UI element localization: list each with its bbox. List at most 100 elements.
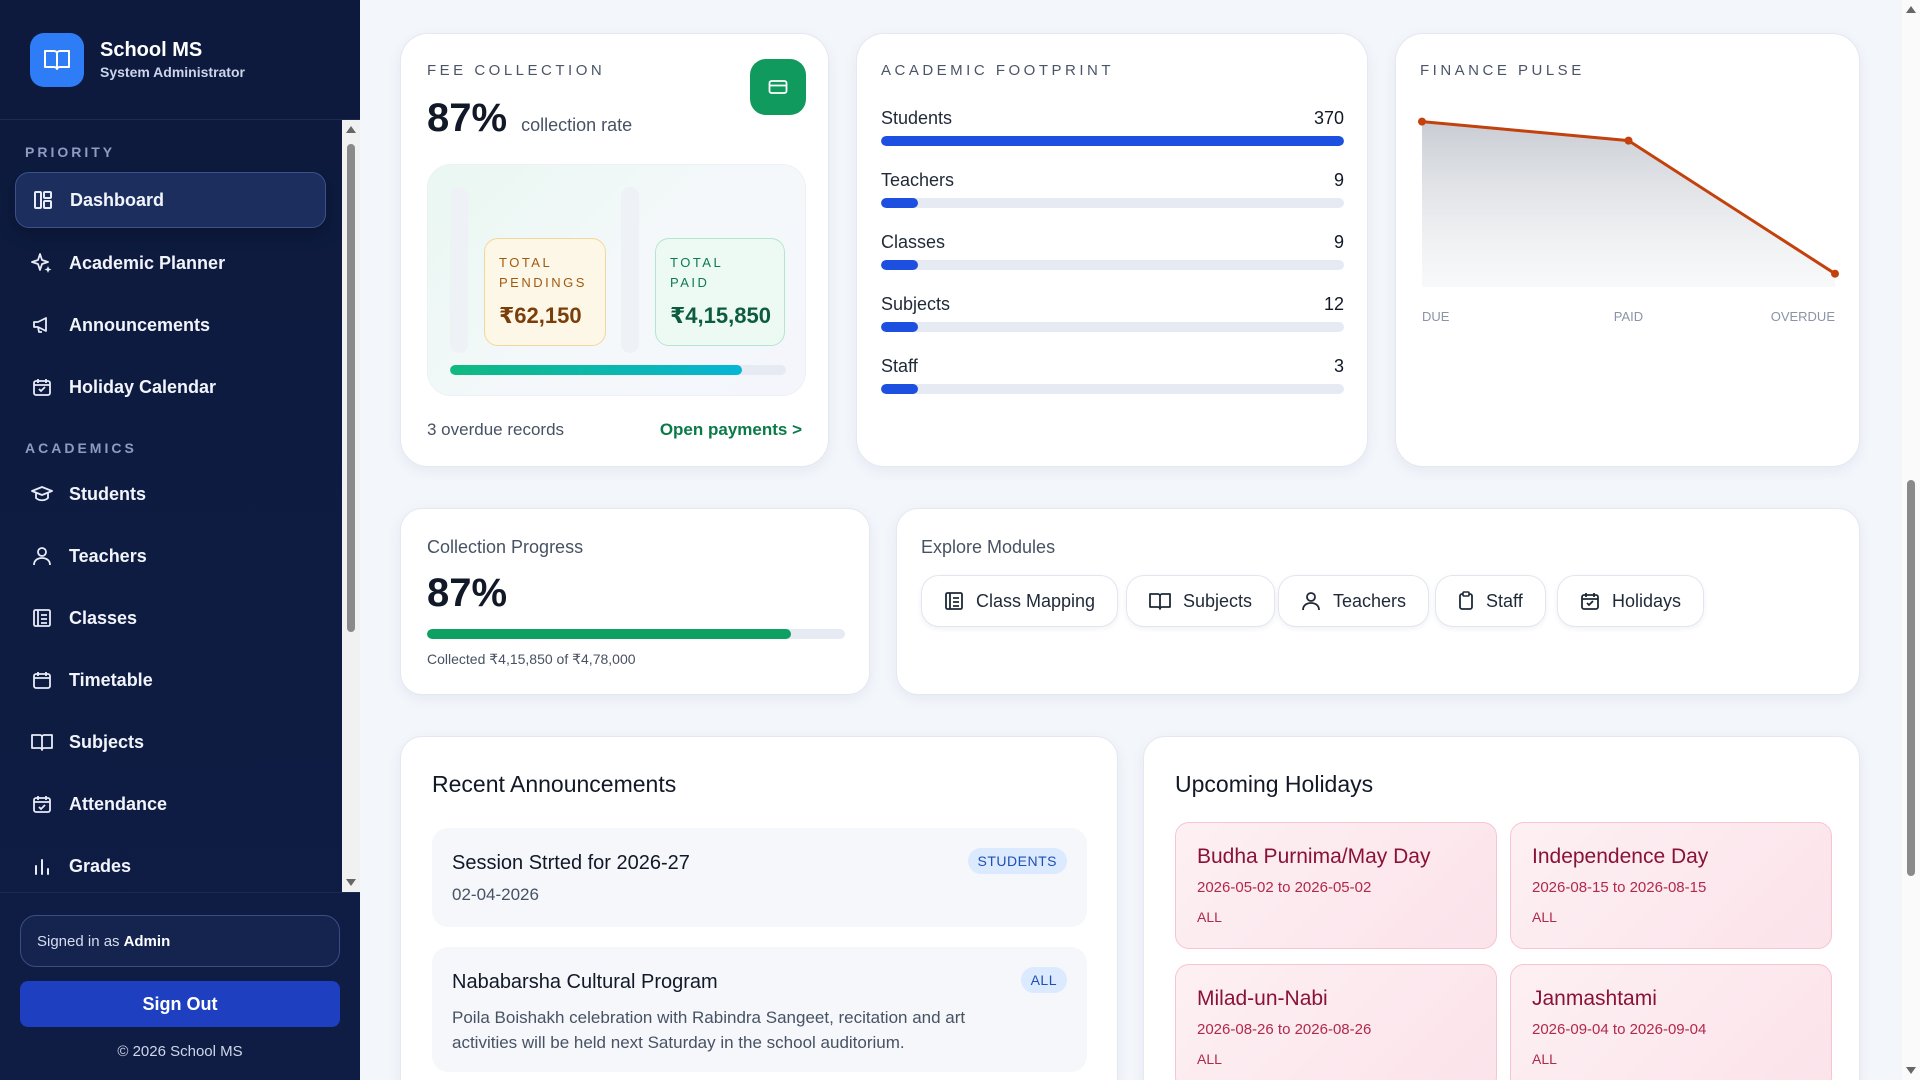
holidays-title: Upcoming Holidays [1175,771,1374,797]
fee-rate: 87% [427,96,508,140]
progress-title: Collection Progress [427,537,584,557]
footprint-row: Teachers 9 [881,170,1344,210]
sidebar-item-label: Attendance [69,793,168,814]
holiday-audience: ALL [1197,1051,1222,1067]
sidebar-item-grades[interactable]: Grades [15,838,326,892]
holiday-dates: 2026-05-02 to 2026-05-02 [1197,879,1372,896]
footprint-row: Classes 9 [881,232,1344,272]
sidebar-item-timetable[interactable]: Timetable [15,652,326,708]
announcement-body-line: activities will be held next Saturday in… [452,1033,905,1052]
sidebar-item-dashboard[interactable]: Dashboard [15,172,326,228]
signed-in-prefix: Signed in as [37,932,120,950]
holiday-item[interactable]: Budha Purnima/May Day 2026-05-02 to 2026… [1175,822,1497,949]
sign-out-button[interactable]: Sign Out [20,981,340,1027]
open-payments-link[interactable]: Open payments > [659,420,802,439]
decorative-bar [450,187,468,353]
fee-rate-row: 87% collection rate [427,96,632,141]
fee-rate-caption: collection rate [521,115,633,135]
announcement-title: Session Strted for 2026-27 [452,852,690,874]
pulse-point [1831,269,1839,278]
module-subjects-button[interactable]: Subjects [1126,575,1276,627]
holiday-audience: ALL [1532,1051,1557,1067]
sidebar-item-label: Students [69,483,147,504]
nav-section-priority: PRIORITY [25,144,116,160]
footprint-bar [881,260,1344,270]
graduation-cap-icon [31,483,53,505]
sidebar-item-attendance[interactable]: Attendance [15,776,326,832]
sidebar-item-announcements[interactable]: Announcements [15,297,326,353]
sidebar-scrollbar-thumb[interactable] [347,144,355,632]
module-teachers-button[interactable]: Teachers [1278,575,1430,627]
footprint-label: Staff [881,356,918,376]
pulse-point [1418,117,1426,126]
calendar-icon [1580,591,1600,611]
holiday-item[interactable]: Independence Day 2026-08-15 to 2026-08-1… [1510,822,1832,949]
sidebar-item-academic-planner[interactable]: Academic Planner [15,235,326,291]
sidebar-scrollbar[interactable] [342,120,360,892]
main-scrollbar[interactable] [1902,0,1920,1080]
nav-section-academics: ACADEMICS [25,440,137,456]
module-label: Class Mapping [976,590,1096,611]
sidebar-item-subjects[interactable]: Subjects [15,714,326,770]
sparkle-icon [31,252,53,274]
module-label: Staff [1486,590,1523,611]
fee-progress-fill [450,365,743,375]
pulse-tick-label: OVERDUE [1771,309,1836,324]
holiday-item[interactable]: Milad-un-Nabi 2026-08-26 to 2026-08-26 A… [1175,964,1497,1080]
module-class-mapping-button[interactable]: Class Mapping [921,575,1119,627]
megaphone-icon [31,314,53,336]
pulse-point [1624,136,1633,145]
calendar-icon [31,669,53,691]
calendar-icon [31,376,53,398]
sidebar-item-holiday-calendar[interactable]: Holiday Calendar [15,359,326,415]
sidebar-item-classes[interactable]: Classes [15,590,326,646]
pulse-tick-label: DUE [1422,309,1450,324]
sidebar-item-label: Subjects [69,731,145,752]
footprint-label: Subjects [881,294,951,314]
scroll-down-icon[interactable] [1906,1067,1916,1074]
holiday-dates: 2026-08-26 to 2026-08-26 [1197,1021,1372,1038]
collection-progress-bar [427,629,845,639]
sidebar: School MS System Administrator PRIORITY … [0,0,360,1080]
sidebar-item-label: Academic Planner [69,252,226,273]
announcements-title: Recent Announcements [432,771,677,797]
dashboard-icon [32,189,54,211]
fee-summary-panel: TOTAL PENDINGS ₹62,150 TOTAL PAID ₹4,15,… [427,164,806,396]
main-scrollbar-thumb[interactable] [1907,480,1915,876]
announcement-item[interactable]: Session Strted for 2026-27 02-04-2026 ST… [432,828,1087,927]
footprint-value: 9 [1333,232,1344,252]
clipboard-icon [1458,591,1474,611]
sidebar-item-students[interactable]: Students [15,466,326,522]
finance-pulse-card: FINANCE PULSE DUE PAID OVERDUE [1395,33,1860,467]
recent-announcements-card: Recent Announcements Session Strted for … [400,736,1118,1080]
scroll-up-icon[interactable] [1906,6,1916,13]
announcement-item[interactable]: Nababarsha Cultural Program Poila Boisha… [432,947,1087,1072]
scroll-up-icon[interactable] [346,126,356,133]
module-staff-button[interactable]: Staff [1435,575,1546,627]
holiday-title: Independence Day [1532,845,1709,868]
finance-pulse-chart: DUE PAID OVERDUE [1418,117,1839,324]
wallet-icon [750,59,806,115]
book-icon [30,32,84,87]
copyright: © 2026 School MS [117,1043,243,1060]
footprint-value: 12 [1323,294,1344,314]
paid-label-line: PAID [670,275,710,290]
module-label: Subjects [1183,590,1253,611]
module-holidays-button[interactable]: Holidays [1557,575,1705,627]
academic-footprint-card: ACADEMIC FOOTPRINT Students 370 Teachers 9 C… [856,33,1368,467]
announcement-date: 02-04-2026 [452,885,539,904]
footprint-row: Staff 3 [881,356,1344,396]
holiday-dates: 2026-09-04 to 2026-09-04 [1532,1021,1707,1038]
holiday-item[interactable]: Janmashtami 2026-09-04 to 2026-09-04 ALL [1510,964,1832,1080]
footprint-row: Subjects 12 [881,294,1344,334]
list-icon [31,607,53,629]
table-icon [944,591,964,611]
footprint-row: Students 370 [881,108,1344,148]
footprint-bar [881,198,1344,208]
pendings-label-line: PENDINGS [499,275,587,290]
scroll-down-icon[interactable] [346,879,356,886]
modules-title: Explore Modules [921,537,1056,557]
sidebar-nav[interactable]: PRIORITY Dashboard Academic Planner Anno… [0,120,342,892]
sidebar-item-teachers[interactable]: Teachers [15,528,326,584]
footprint-label: Students [881,108,953,128]
